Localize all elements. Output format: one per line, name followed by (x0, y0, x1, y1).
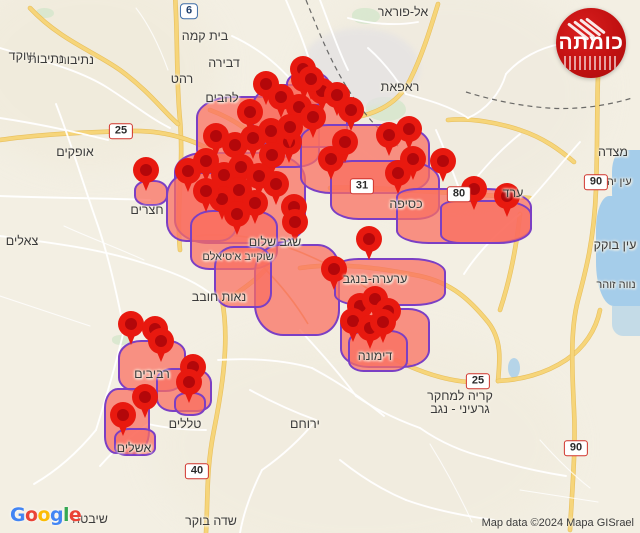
marker-center-dot (265, 125, 277, 137)
alert-marker[interactable] (494, 183, 520, 217)
highway-shield[interactable]: 80 (446, 186, 472, 202)
marker-center-dot (363, 233, 375, 245)
alert-zone[interactable] (214, 246, 272, 308)
marker-center-dot (233, 184, 245, 196)
highway-shield[interactable]: 25 (108, 123, 134, 139)
alert-marker[interactable] (242, 190, 268, 224)
marker-center-dot (182, 165, 194, 177)
google-letter-l: l (62, 504, 70, 526)
google-letter-o2: o (37, 504, 50, 526)
alert-marker[interactable] (224, 201, 250, 235)
marker-center-dot (325, 153, 337, 165)
marker-center-dot (155, 335, 167, 347)
alert-zone[interactable] (440, 200, 532, 244)
highway-shield[interactable]: 25 (465, 373, 491, 389)
dead-sea-water (612, 150, 640, 204)
marker-center-dot (383, 129, 395, 141)
marker-center-dot (339, 136, 351, 148)
alert-marker[interactable] (300, 104, 326, 138)
alert-marker[interactable] (176, 369, 202, 403)
alert-marker[interactable] (277, 114, 303, 148)
highway-shield[interactable]: 40 (184, 463, 210, 479)
alert-marker[interactable] (118, 311, 144, 345)
marker-center-dot (377, 316, 389, 328)
marker-center-dot (260, 78, 272, 90)
alert-zone[interactable] (174, 392, 206, 416)
alert-marker[interactable] (356, 226, 382, 260)
marker-center-dot (229, 139, 241, 151)
alert-marker[interactable] (400, 146, 426, 180)
marker-center-dot (468, 183, 480, 195)
marker-center-dot (275, 91, 287, 103)
highway-shield[interactable]: 90 (563, 440, 589, 456)
marker-center-dot (244, 106, 256, 118)
marker-center-dot (392, 167, 404, 179)
marker-center-dot (249, 197, 261, 209)
alert-marker[interactable] (430, 148, 456, 182)
marker-center-dot (140, 164, 152, 176)
marker-center-dot (270, 178, 282, 190)
highway-shield[interactable]: 31 (349, 178, 375, 194)
marker-center-dot (183, 376, 195, 388)
google-letter-o1: o (25, 504, 38, 526)
marker-center-dot (200, 155, 212, 167)
marker-center-dot (231, 208, 243, 220)
marker-center-dot (125, 318, 137, 330)
marker-center-dot (266, 149, 278, 161)
alert-marker[interactable] (396, 116, 422, 150)
marker-center-dot (139, 391, 151, 403)
alert-marker[interactable] (175, 158, 201, 192)
alert-marker[interactable] (332, 129, 358, 163)
marker-center-dot (210, 130, 222, 142)
vegetation-patch (36, 8, 54, 18)
marker-center-dot (407, 153, 419, 165)
alert-marker[interactable] (193, 178, 219, 212)
google-letter-e: e (68, 504, 82, 526)
marker-center-dot (253, 170, 265, 182)
brand-logo[interactable]: כומתה (556, 8, 626, 78)
alert-marker[interactable] (148, 328, 174, 362)
marker-center-dot (347, 315, 359, 327)
dead-sea-water (612, 306, 640, 336)
alert-marker[interactable] (263, 171, 289, 205)
alert-marker[interactable] (298, 66, 324, 100)
marker-center-dot (216, 193, 228, 205)
alert-marker[interactable] (282, 209, 308, 243)
alert-marker[interactable] (110, 402, 136, 436)
marker-center-dot (200, 185, 212, 197)
marker-center-dot (328, 263, 340, 275)
logo-skyline (564, 56, 618, 70)
marker-center-dot (437, 155, 449, 167)
marker-center-dot (305, 73, 317, 85)
alert-marker[interactable] (132, 384, 158, 418)
marker-center-dot (307, 111, 319, 123)
dead-sea-water (596, 196, 640, 306)
google-letter-g2: g (49, 504, 64, 526)
alert-marker[interactable] (338, 97, 364, 131)
marker-center-dot (247, 132, 259, 144)
marker-center-dot (284, 121, 296, 133)
marker-center-dot (289, 216, 301, 228)
small-lake (508, 358, 520, 378)
alert-marker[interactable] (321, 256, 347, 290)
marker-center-dot (403, 123, 415, 135)
google-letter-g: G (10, 504, 26, 526)
marker-center-dot (331, 89, 343, 101)
marker-center-dot (345, 104, 357, 116)
marker-center-dot (501, 190, 513, 202)
marker-center-dot (218, 169, 230, 181)
highway-shield[interactable]: 6 (179, 3, 199, 19)
highway-shield[interactable]: 90 (583, 174, 609, 190)
marker-center-dot (117, 409, 129, 421)
logo-text: כומתה (558, 31, 624, 54)
google-logo: Google (10, 504, 82, 526)
map-attribution: Map data ©2024 Mapa GISrael (481, 517, 634, 529)
marker-center-dot (235, 161, 247, 173)
alert-marker[interactable] (370, 309, 396, 343)
alert-marker[interactable] (133, 157, 159, 191)
